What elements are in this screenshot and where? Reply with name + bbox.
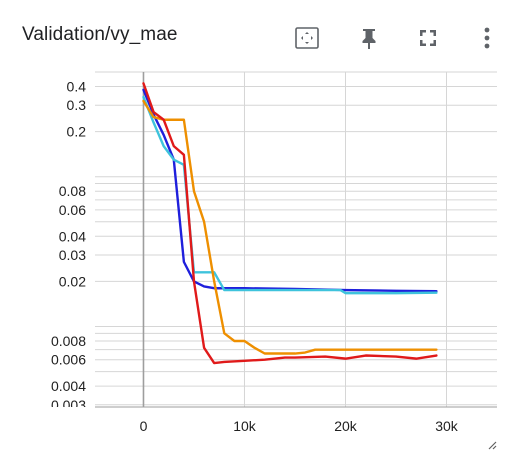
series-line-3 — [142, 99, 438, 355]
more-options-button[interactable] — [469, 20, 505, 56]
fullscreen-icon — [420, 30, 436, 46]
series-line-2 — [142, 95, 438, 295]
y-tick-label: 0.003 — [51, 397, 86, 413]
y-tick-label: 0.06 — [59, 202, 86, 218]
y-tick-label: 0.04 — [59, 228, 86, 244]
resize-handle-icon[interactable] — [485, 438, 497, 450]
pin-button[interactable] — [351, 20, 387, 56]
fit-to-data-icon — [295, 27, 319, 49]
fullscreen-button[interactable] — [410, 20, 446, 56]
y-tick-label: 0.004 — [51, 378, 86, 394]
axes: 0.4 0.3 0.2 0.08 0.06 0.04 0.03 0.02 0.008 0.006 0… — [51, 79, 497, 434]
y-tick-label: 0.4 — [67, 79, 87, 95]
pin-icon — [362, 29, 376, 49]
y-tick-label: 0.3 — [67, 97, 87, 113]
y-tick-label: 0.03 — [59, 247, 86, 263]
y-tick-label: 0.006 — [51, 352, 86, 368]
series-line-4 — [142, 82, 438, 365]
card-title: Validation/vy_mae — [22, 24, 178, 45]
x-tick-label: 30k — [435, 418, 459, 434]
more-vert-icon — [484, 27, 490, 49]
x-tick-label: 0 — [140, 418, 148, 434]
y-tick-label: 0.2 — [67, 124, 87, 140]
fit-to-data-button[interactable] — [289, 20, 325, 56]
series-lines — [142, 82, 438, 365]
y-tick-label: 0.008 — [51, 333, 86, 349]
y-tick-label: 0.02 — [59, 273, 86, 289]
x-tick-label: 10k — [233, 418, 257, 434]
x-tick-label: 20k — [334, 418, 358, 434]
y-tick-label: 0.08 — [59, 183, 86, 199]
